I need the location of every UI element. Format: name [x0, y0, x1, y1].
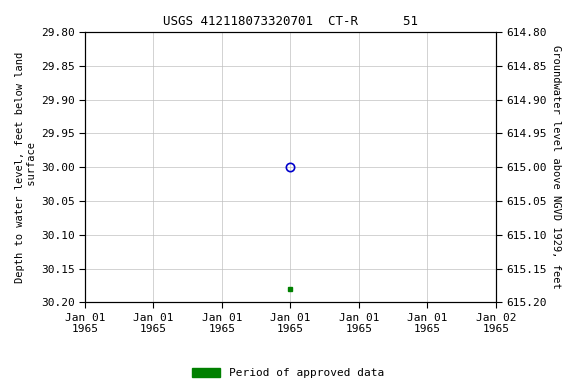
Legend: Period of approved data: Period of approved data: [192, 368, 384, 379]
Title: USGS 412118073320701  CT-R      51: USGS 412118073320701 CT-R 51: [163, 15, 418, 28]
Y-axis label: Depth to water level, feet below land
 surface: Depth to water level, feet below land su…: [15, 51, 37, 283]
Y-axis label: Groundwater level above NGVD 1929, feet: Groundwater level above NGVD 1929, feet: [551, 45, 561, 289]
